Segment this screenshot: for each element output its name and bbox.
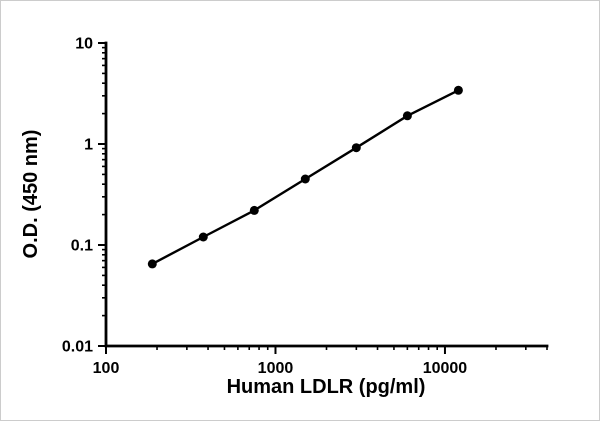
x-tick-label: 100 xyxy=(93,360,120,377)
data-point xyxy=(402,111,412,121)
y-tick-label: 1 xyxy=(84,137,93,154)
data-point xyxy=(453,85,463,95)
data-point xyxy=(300,174,310,184)
y-tick-label: 0.01 xyxy=(62,339,93,356)
x-axis-title: Human LDLR (pg/ml) xyxy=(227,376,426,398)
x-tick-label: 10000 xyxy=(423,360,468,377)
data-point xyxy=(147,259,157,269)
data-point xyxy=(198,232,208,242)
data-point xyxy=(249,205,259,215)
y-axis-title: O.D. (450 nm) xyxy=(20,130,42,259)
axes xyxy=(104,41,549,348)
plot-area: 100 1000 10000 0.01 0.1 1 10 xyxy=(62,36,549,377)
y-tick-label: 0.1 xyxy=(71,238,93,255)
y-tick-label: 10 xyxy=(75,36,93,53)
data-point xyxy=(351,143,361,153)
x-tick-label: 1000 xyxy=(258,360,294,377)
